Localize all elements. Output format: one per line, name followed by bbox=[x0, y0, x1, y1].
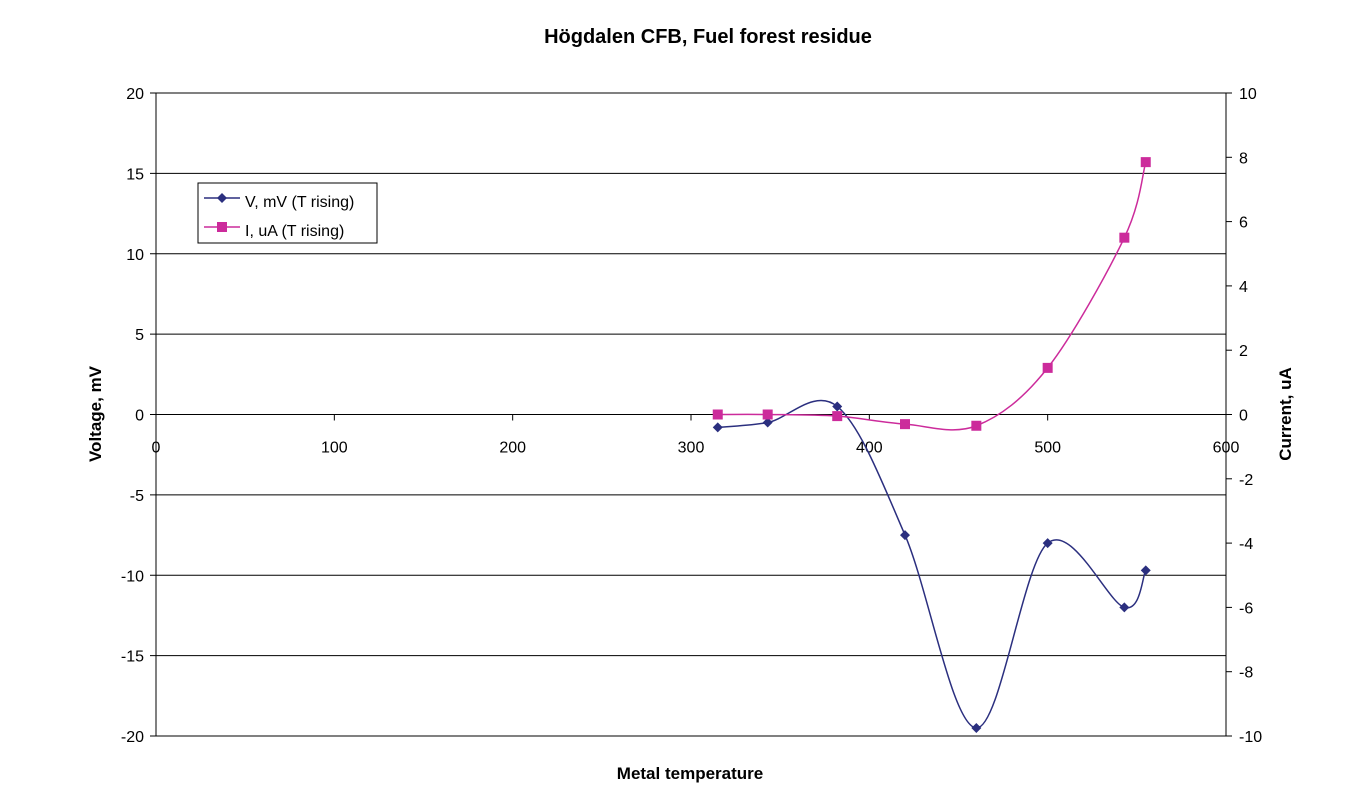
data-point-current bbox=[900, 419, 910, 430]
legend: V, mV (T rising) I, uA (T rising) bbox=[197, 182, 378, 244]
x-tick-label: 500 bbox=[1034, 440, 1061, 457]
y-tick-label: 20 bbox=[126, 86, 144, 103]
data-point-voltage bbox=[712, 422, 723, 433]
data-point-current bbox=[712, 409, 723, 420]
axes bbox=[150, 92, 1232, 737]
y2-tick-label: 4 bbox=[1239, 279, 1248, 296]
y2-tick-label: -8 bbox=[1239, 665, 1253, 682]
y2-axis-title: Current, uA bbox=[1276, 367, 1295, 461]
y-tick-label: 10 bbox=[126, 247, 144, 264]
data-point-voltage bbox=[1119, 602, 1130, 613]
data-point-current bbox=[1119, 232, 1130, 243]
chart-title: Högdalen CFB, Fuel forest residue bbox=[544, 26, 872, 48]
series-group bbox=[712, 157, 1151, 733]
y-tick-label: -5 bbox=[130, 488, 144, 505]
y-tick-label: -20 bbox=[121, 729, 144, 746]
data-point-current bbox=[971, 420, 982, 431]
x-tick-label: 400 bbox=[856, 440, 883, 457]
y2-tick-label: 8 bbox=[1239, 150, 1248, 167]
y2-tick-label: -2 bbox=[1239, 472, 1253, 489]
y2-tick-label: 10 bbox=[1239, 86, 1257, 103]
x-tick-label: 600 bbox=[1213, 440, 1240, 457]
x-tick-label: 0 bbox=[152, 440, 161, 457]
y2-tick-label: -10 bbox=[1239, 729, 1262, 746]
legend-marker-current bbox=[217, 222, 227, 232]
data-point-voltage bbox=[762, 417, 773, 428]
data-point-current bbox=[1140, 157, 1151, 168]
data-point-voltage bbox=[971, 722, 982, 733]
y-tick-label: -15 bbox=[121, 649, 144, 666]
data-point-current bbox=[762, 409, 773, 420]
x-tick-label: 300 bbox=[678, 440, 705, 457]
y-tick-label: 5 bbox=[135, 327, 144, 344]
data-point-voltage bbox=[1042, 538, 1053, 549]
legend-box bbox=[197, 182, 378, 244]
y2-tick-label: 2 bbox=[1239, 343, 1248, 360]
x-axis-title: Metal temperature bbox=[617, 764, 763, 783]
y-tick-label: -10 bbox=[121, 568, 144, 585]
legend-marker-voltage bbox=[217, 193, 227, 203]
series-line-current bbox=[717, 161, 1147, 431]
y2-tick-label: 0 bbox=[1239, 408, 1248, 425]
data-point-voltage bbox=[1140, 565, 1151, 576]
data-point-current bbox=[1042, 362, 1053, 373]
y2-tick-label: -6 bbox=[1239, 600, 1253, 617]
legend-label-current: I, uA (T rising) bbox=[245, 223, 344, 240]
y-axis-title: Voltage, mV bbox=[86, 365, 105, 462]
data-point-voltage bbox=[900, 530, 910, 541]
data-point-current bbox=[832, 411, 843, 422]
x-tick-label: 200 bbox=[499, 440, 526, 457]
y-tick-label: 15 bbox=[126, 166, 144, 183]
series-line-voltage bbox=[717, 399, 1147, 729]
y2-tick-label: -4 bbox=[1239, 536, 1253, 553]
y-tick-label: 0 bbox=[135, 408, 144, 425]
y2-tick-label: 6 bbox=[1239, 215, 1248, 232]
legend-label-voltage: V, mV (T rising) bbox=[245, 194, 354, 211]
x-tick-label: 100 bbox=[321, 440, 348, 457]
data-point-voltage bbox=[832, 401, 843, 412]
